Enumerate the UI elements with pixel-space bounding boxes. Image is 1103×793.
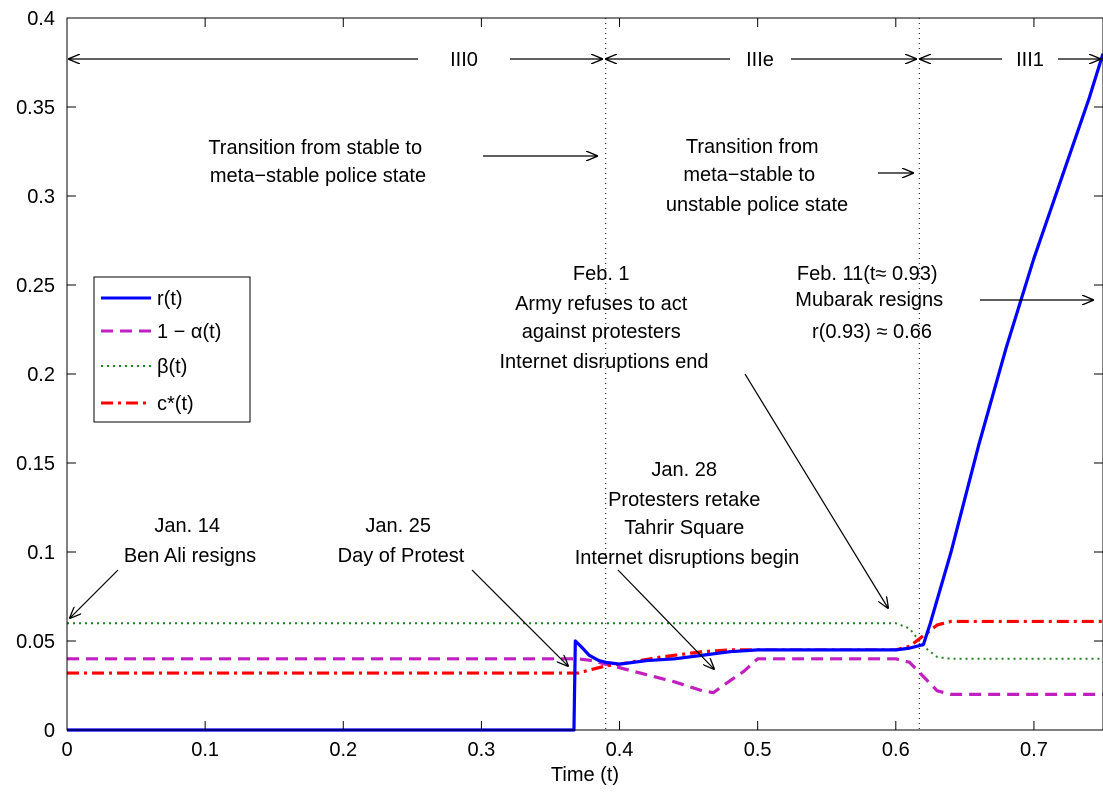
annotation-transition-stable: Transition from stable to meta−stable po…	[208, 137, 597, 187]
series-line	[67, 622, 1103, 660]
x-tick-label: 0.5	[744, 739, 772, 761]
x-tick-labels: 0 0.1 0.2 0.3 0.4 0.5 0.6 0.7	[61, 739, 1047, 761]
annotation-line: Ben Ali resigns	[124, 545, 256, 567]
region-iii1: III1	[920, 49, 1100, 71]
legend: r(t) 1 − α(t) β(t) c*(t)	[93, 276, 251, 423]
annotation-line: r(0.93) ≈ 0.66	[812, 321, 932, 343]
y-tick-label: 0	[44, 720, 55, 742]
legend-label: 1 − α(t)	[157, 321, 221, 343]
region-dividers	[605, 18, 920, 730]
svg-text:Transition from stable to: Transition from stable to meta−stable po…	[208, 137, 427, 187]
annotation-jan-14: Jan. 14 Ben Ali resigns	[70, 515, 256, 618]
annotation-line: Internet disruptions begin	[575, 547, 800, 569]
legend-entry: 1 − α(t)	[101, 321, 221, 343]
svg-text:Feb. 11(t≈ 0.93) Mubarak: Feb. 11(t≈ 0.93) Mubarak resigns r(0.93)…	[795, 263, 948, 343]
series-line	[67, 619, 1103, 675]
region-label-iii1: III1	[1016, 49, 1044, 71]
axis-ticks	[66, 17, 1103, 731]
series-layer	[67, 53, 1103, 732]
legend-label: β(t)	[157, 356, 187, 378]
annotation-line: against protesters	[522, 321, 681, 343]
y-tick-labels: 0 0.05 0.1 0.15 0.2 0.25 0.3 0.35 0.4	[16, 8, 55, 742]
x-tick-label: 0	[61, 739, 72, 761]
legend-entry: r(t)	[101, 288, 183, 310]
region-label-iii0: III0	[450, 49, 478, 71]
annotation-line: Feb. 1	[573, 263, 630, 285]
annotation-line: Internet disruptions end	[499, 351, 708, 373]
y-tick-label: 0.05	[16, 631, 55, 653]
x-tick-label: 0.4	[606, 739, 634, 761]
y-tick-label: 0.35	[16, 97, 55, 119]
series-line	[67, 657, 1103, 696]
legend-box	[93, 276, 251, 423]
annotation-line: meta−stable police state	[210, 165, 426, 187]
legend-label: c*(t)	[157, 393, 194, 415]
y-tick-label: 0.2	[27, 364, 55, 386]
annotation-line: Feb. 11(t≈ 0.93)	[797, 263, 938, 285]
annotation-feb-1: Feb. 1 Army refuses to act against prote…	[499, 263, 888, 608]
annotation-line: Day of Protest	[338, 545, 465, 567]
annotation-line: Mubarak resigns	[795, 289, 943, 311]
region-iiie: IIIe	[606, 49, 916, 71]
annotation-jan-28: Jan. 28 Protesters retake Tahrir Square …	[575, 459, 800, 669]
svg-text:Jan. 28 Protesters retak: Jan. 28 Protesters retake Tahrir Square …	[575, 459, 800, 569]
annotation-transition-unstable: Transition from meta−stable to unstable …	[666, 136, 913, 216]
annotation-line: Tahrir Square	[624, 517, 744, 539]
legend-label: r(t)	[157, 288, 183, 310]
y-tick-label: 0.3	[27, 186, 55, 208]
svg-text:Jan. 25 Day of Protest: Jan. 25 Day of Protest	[338, 515, 465, 567]
annotation-line: Jan. 25	[365, 515, 431, 537]
x-tick-label: 0.1	[191, 739, 219, 761]
legend-entry: β(t)	[101, 356, 187, 378]
annotation-line: Army refuses to act	[515, 293, 688, 315]
y-tick-label: 0.15	[16, 453, 55, 475]
svg-text:Jan. 14 Ben Ali resigns: Jan. 14 Ben Ali resigns	[124, 515, 256, 567]
svg-text:Transition from meta−sta: Transition from meta−stable to unstable …	[666, 136, 848, 216]
region-label-iiie: IIIe	[746, 49, 774, 71]
annotation-line: meta−stable to	[683, 164, 815, 186]
annotation-line: Transition from	[686, 136, 819, 158]
y-tick-label: 0.1	[27, 542, 55, 564]
annotation-line: Jan. 28	[651, 459, 717, 481]
annotation-line: Protesters retake	[608, 489, 760, 511]
x-tick-label: 0.3	[467, 739, 495, 761]
svg-text:Feb. 1 Army refuses to a: Feb. 1 Army refuses to act against prote…	[499, 263, 708, 373]
series-line	[67, 53, 1103, 732]
y-tick-label: 0.25	[16, 275, 55, 297]
annotation-line: Jan. 14	[154, 515, 220, 537]
annotation-feb-11: Feb. 11(t≈ 0.93) Mubarak resigns r(0.93)…	[795, 263, 1093, 343]
x-tick-label: 0.2	[329, 739, 357, 761]
region-iii0: III0	[69, 49, 602, 71]
x-tick-label: 0.6	[882, 739, 910, 761]
annotation-line: unstable police state	[666, 194, 848, 216]
annotation-jan-25: Jan. 25 Day of Protest	[338, 515, 568, 666]
x-tick-label: 0.7	[1020, 739, 1048, 761]
annotation-line: Transition from stable to	[208, 137, 422, 159]
x-axis-label: Time (t)	[551, 764, 619, 786]
y-tick-label: 0.4	[27, 8, 55, 30]
legend-entry: c*(t)	[101, 393, 194, 415]
